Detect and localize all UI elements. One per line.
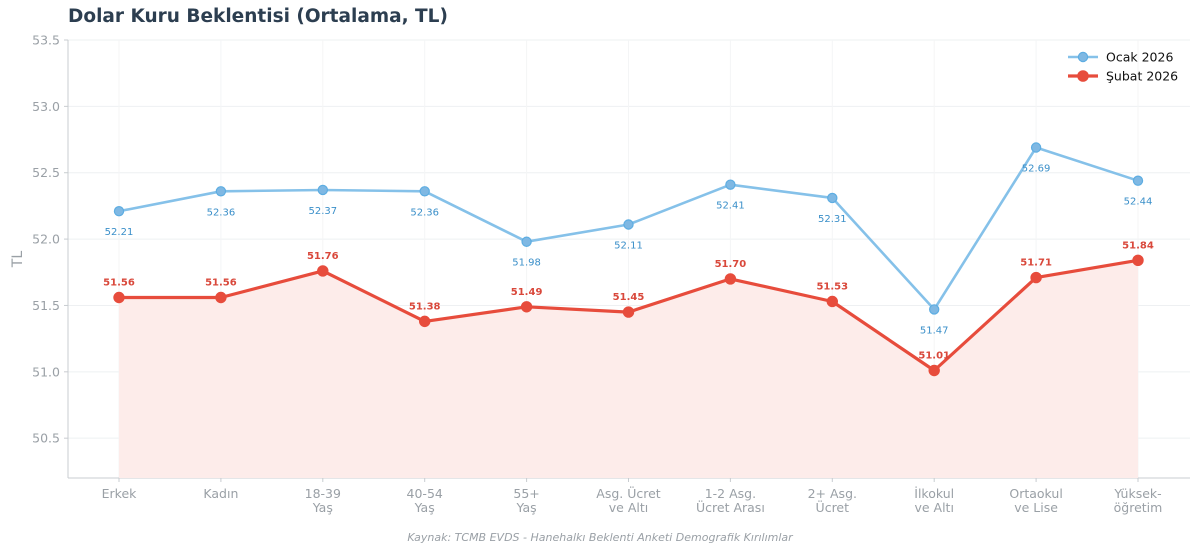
y-tick-label: 52.5	[32, 165, 60, 180]
chart-title: Dolar Kuru Beklentisi (Ortalama, TL)	[68, 6, 448, 27]
data-label: 51.53	[816, 281, 848, 292]
data-label: 51.71	[1020, 258, 1052, 269]
x-tick-label: Erkek	[102, 486, 138, 501]
data-label: 51.70	[715, 259, 747, 270]
data-label: 52.44	[1124, 197, 1153, 208]
y-tick-label: 51.5	[32, 298, 60, 313]
x-tick-label: Ücret Arası	[696, 499, 765, 515]
y-tick-label: 51.0	[32, 364, 60, 379]
data-label: 52.36	[207, 207, 236, 218]
source-note: Kaynak: TCMB EVDS - Hanehalkı Beklenti A…	[407, 531, 793, 544]
x-tick-label: 55+	[513, 486, 539, 501]
x-tick-label: 2+ Asg.	[808, 486, 857, 501]
series-layer	[113, 142, 1144, 377]
legend-marker	[1077, 51, 1089, 63]
axes-layer: 50.5 51.0 51.5 52.0 52.5 53.0 53.5 TL Erkek Kadın…	[10, 33, 1190, 515]
data-label: 52.37	[308, 206, 337, 217]
data-point	[521, 236, 532, 247]
data-label: 52.21	[105, 227, 134, 238]
legend-marker	[1077, 70, 1089, 82]
data-point	[520, 301, 533, 313]
x-tick-label: ve Lise	[1014, 500, 1058, 515]
data-point	[317, 265, 329, 277]
x-tick-label: Asg. Ücret	[596, 485, 661, 501]
series-area-fill	[119, 260, 1138, 478]
x-tick-label: Yaş	[516, 500, 537, 515]
legend: Ocak 2026 Şubat 2026	[1068, 50, 1178, 84]
data-point	[419, 186, 430, 197]
legend-label: Ocak 2026	[1106, 50, 1173, 65]
data-point	[419, 315, 431, 328]
x-tick-label: İlkokul	[914, 486, 954, 501]
data-point	[215, 186, 227, 197]
x-tick-label: ve Altı	[609, 500, 648, 515]
data-point	[725, 179, 736, 190]
data-point	[1132, 254, 1144, 267]
data-label: 51.76	[307, 251, 339, 262]
data-label: 51.49	[511, 287, 543, 298]
data-point	[623, 219, 634, 230]
data-label: 52.31	[818, 214, 847, 225]
x-tick-label: Yaş	[312, 500, 333, 515]
x-tick-label: Yüksek-	[1113, 486, 1161, 501]
x-tick-label: Ortaokul	[1009, 486, 1062, 501]
x-tick-label: Yaş	[414, 500, 435, 515]
data-label: 51.56	[205, 277, 237, 288]
data-point	[622, 306, 635, 318]
data-point	[113, 291, 125, 304]
data-point	[1030, 271, 1042, 284]
data-label: 52.69	[1022, 164, 1051, 175]
x-tick-label: 40-54	[407, 486, 443, 501]
data-label: 51.47	[920, 325, 949, 336]
data-labels-layer: 52.21 52.36 52.37 52.36 51.98 52.11 52.41 52.31…	[103, 164, 1154, 362]
y-tick-label: 50.5	[32, 431, 60, 446]
x-tick-label: ve Altı	[914, 500, 953, 515]
data-label: 51.84	[1122, 240, 1154, 251]
data-label: 52.41	[716, 201, 745, 212]
data-point	[1030, 142, 1042, 153]
data-label: 52.11	[614, 240, 643, 251]
data-point	[929, 304, 940, 315]
y-axis-title: TL	[10, 251, 26, 269]
data-label: 51.56	[103, 277, 135, 288]
y-tick-label: 52.0	[32, 232, 60, 247]
data-point	[928, 364, 940, 377]
data-label: 51.98	[512, 258, 541, 269]
data-label: 51.38	[409, 301, 441, 312]
y-tick-label: 53.5	[32, 33, 60, 48]
x-tick-label: 18-39	[305, 486, 341, 501]
data-point	[113, 206, 125, 217]
x-tick-label: Kadın	[203, 486, 238, 501]
x-tick-label: öğretim	[1114, 500, 1163, 515]
data-point	[724, 273, 737, 285]
area-layer	[119, 260, 1138, 478]
data-label: 51.01	[918, 350, 950, 361]
y-tick-label: 53.0	[32, 99, 60, 114]
data-point	[1132, 175, 1144, 186]
x-tick-label: Ücret	[816, 499, 850, 515]
legend-label: Şubat 2026	[1106, 69, 1178, 84]
data-point	[215, 291, 227, 304]
data-point	[826, 295, 838, 308]
data-label: 51.45	[613, 292, 645, 303]
data-point	[827, 192, 838, 204]
x-tick-label: 1-2 Asg.	[705, 486, 756, 501]
data-point	[317, 184, 328, 196]
data-label: 52.36	[410, 207, 439, 218]
